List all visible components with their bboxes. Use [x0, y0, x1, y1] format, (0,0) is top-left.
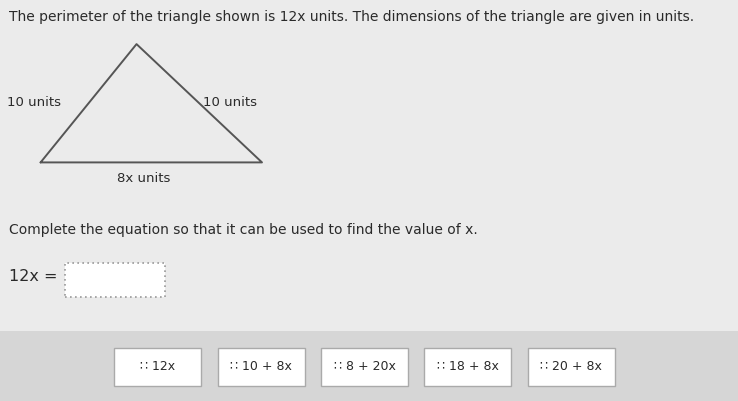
Text: 8x units: 8x units — [117, 172, 170, 185]
FancyBboxPatch shape — [114, 348, 201, 386]
Text: ∷ 8 + 20x: ∷ 8 + 20x — [334, 360, 396, 373]
FancyBboxPatch shape — [424, 348, 511, 386]
Text: ∷ 10 + 8x: ∷ 10 + 8x — [230, 360, 292, 373]
FancyBboxPatch shape — [218, 348, 305, 386]
Text: The perimeter of the triangle shown is 12x units. The dimensions of the triangle: The perimeter of the triangle shown is 1… — [9, 10, 694, 24]
Text: ∷ 20 + 8x: ∷ 20 + 8x — [540, 360, 602, 373]
Text: Complete the equation so that it can be used to find the value of x.: Complete the equation so that it can be … — [9, 223, 477, 237]
FancyBboxPatch shape — [321, 348, 408, 386]
Text: 12x =: 12x = — [9, 269, 58, 284]
Text: 10 units: 10 units — [7, 96, 61, 109]
Text: ∷ 12x: ∷ 12x — [140, 360, 176, 373]
FancyBboxPatch shape — [0, 331, 738, 401]
FancyBboxPatch shape — [65, 263, 165, 297]
FancyBboxPatch shape — [528, 348, 615, 386]
Text: 10 units: 10 units — [203, 96, 257, 109]
Text: ∷ 18 + 8x: ∷ 18 + 8x — [437, 360, 499, 373]
